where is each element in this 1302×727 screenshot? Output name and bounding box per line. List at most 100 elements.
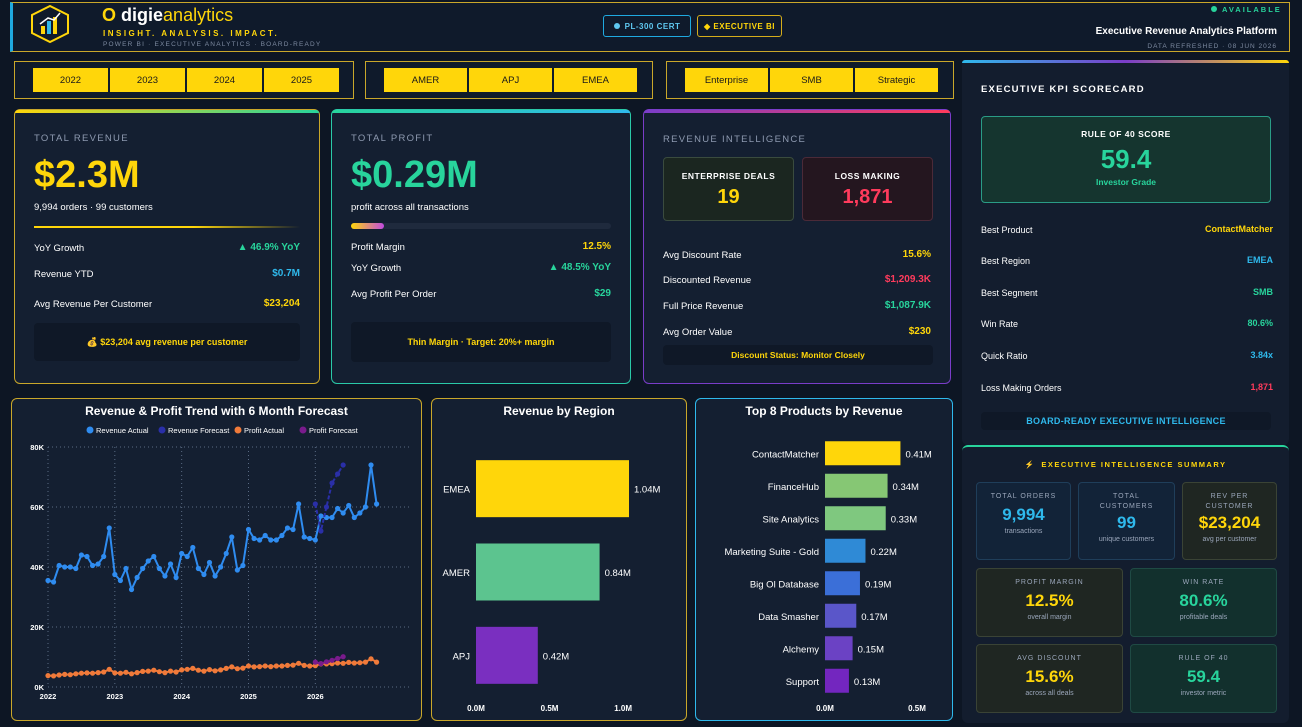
status-badge: AVAILABLE	[1222, 5, 1282, 14]
profit-actual-point	[134, 670, 140, 676]
data-refreshed: DATA REFRESHED · 08 JUN 2026	[1147, 43, 1277, 50]
profit-actual-point	[190, 665, 196, 671]
legend-label: Revenue Forecast	[168, 426, 230, 435]
year-button[interactable]: 2025	[263, 67, 340, 93]
year-button[interactable]: 2022	[32, 67, 109, 93]
x-tick-label: 0.0M	[816, 704, 834, 713]
data-label: 0.17M	[861, 612, 887, 623]
bar	[825, 473, 888, 498]
data-label: 0.13M	[854, 677, 880, 688]
bar	[825, 538, 866, 563]
trend-chart[interactable]: Revenue Actual Revenue Forecast Profit Act…	[12, 419, 421, 720]
tile-label: REV PER CUSTOMER	[1205, 493, 1254, 510]
revenue-forecast-point	[323, 504, 330, 510]
region-chart[interactable]: EMEA 1.04M AMER 0.84M APJ 0.42M 0.0M 0.5M 1.0M	[432, 399, 686, 720]
loss-making-value: 1,871	[842, 186, 893, 208]
profit-actual-point	[245, 663, 252, 669]
row-label: Best Region	[981, 256, 1031, 266]
cert-badge[interactable]: PL-300 CERT	[603, 15, 691, 37]
revenue-actual-point	[373, 501, 380, 507]
avg-rev-customer-value: $23,204	[263, 298, 300, 309]
segment-button[interactable]: Enterprise	[684, 67, 769, 93]
brand-name: O digieanalytics	[102, 5, 233, 26]
segment-button[interactable]: SMB	[769, 67, 854, 93]
summary-title-row: ⚡ EXECUTIVE INTELLIGENCE SUMMARY	[962, 460, 1289, 469]
discount-status: Discount Status: Monitor Closely	[663, 345, 933, 365]
revenue-actual-point	[128, 586, 135, 593]
header-bar	[10, 2, 1290, 52]
profit-actual-point	[335, 660, 341, 666]
enterprise-deals-value: 19	[717, 186, 740, 208]
legend-marker	[234, 426, 242, 434]
bar	[825, 603, 857, 628]
products-chart[interactable]: ContactMatcher 0.41M FinanceHub 0.34M Site A…	[696, 399, 952, 720]
year-button[interactable]: 2024	[186, 67, 263, 93]
revenue-actual-point	[240, 562, 246, 569]
revenue-actual-point	[357, 510, 363, 516]
tile-sub: profitable deals	[1179, 614, 1228, 621]
revenue-actual-point	[117, 577, 123, 584]
lightning-icon: ⚡	[1024, 460, 1036, 469]
revenue-actual-point	[245, 526, 252, 533]
region-button[interactable]: AMER	[383, 67, 468, 93]
segment-button[interactable]: Strategic	[854, 67, 939, 93]
region-button[interactable]: APJ	[468, 67, 553, 93]
yoy-growth-value: ▲ 46.9% YoY	[237, 242, 300, 253]
tile-label: ENTERPRISE DEALS	[681, 171, 776, 181]
rev-per-customer-tile: REV PER CUSTOMER $23,204 avg per custome…	[1182, 482, 1277, 560]
profit-value: $0.29M	[351, 154, 478, 196]
revenue-actual-point	[56, 562, 62, 569]
category-label: AMER	[443, 568, 471, 579]
revenue-actual-point	[190, 544, 196, 551]
bar	[825, 636, 853, 661]
data-label: 1.04M	[634, 485, 660, 496]
chart-title: Revenue & Profit Trend with 6 Month Fore…	[85, 404, 348, 418]
rule-of-40-tile: RULE OF 40 SCORE 59.4 Investor Grade	[981, 116, 1271, 203]
revenue-value: $2.3M	[34, 154, 140, 196]
rule-of-40-value: 59.4	[1100, 144, 1152, 174]
region-button[interactable]: EMEA	[553, 67, 638, 93]
profit-actual-point	[312, 663, 318, 669]
profit-actual-point	[273, 663, 279, 669]
year-button[interactable]: 2023	[109, 67, 186, 93]
revenue-actual-point	[140, 565, 146, 572]
tile-sub: transactions	[1004, 528, 1043, 535]
category-label: EMEA	[443, 485, 471, 496]
avg-discount-tile: AVG DISCOUNT 15.6% across all deals	[976, 644, 1123, 713]
category-label: ContactMatcher	[752, 449, 819, 460]
revenue-ytd-value: $0.7M	[272, 268, 300, 279]
row-label: Discounted Revenue	[663, 275, 752, 286]
revenue-actual-point	[106, 525, 112, 531]
revenue-actual-point	[307, 535, 313, 542]
profit-actual-point	[84, 670, 90, 676]
revenue-actual-point	[123, 565, 129, 572]
bar	[825, 441, 901, 466]
trend-chart-panel: Revenue & Profit Trend with 6 Month Fore…	[11, 398, 422, 721]
data-label: 0.41M	[905, 449, 931, 460]
brand-name-primary: digie	[121, 5, 164, 25]
profit-margin-tile-value: 12.5%	[1025, 591, 1074, 610]
profit-actual-point	[101, 669, 107, 675]
year-slicer: 2022 2023 2024 2025	[14, 61, 354, 99]
profit-actual-point	[296, 660, 302, 666]
brand-name-secondary: analytics	[163, 5, 234, 25]
total-profit-card: TOTAL PROFIT $0.29M profit across all tr…	[331, 109, 631, 384]
category-label: Site Analytics	[763, 514, 820, 525]
profit-actual-point	[307, 663, 313, 669]
profit-forecast-point	[323, 659, 330, 665]
tile-sub: investor metric	[1180, 690, 1227, 697]
revenue-actual-point	[346, 502, 352, 509]
rule-of-40-label: RULE OF 40 SCORE	[1081, 129, 1171, 139]
revenue-actual-point	[340, 510, 346, 516]
revenue-forecast-point	[312, 501, 318, 507]
revenue-actual-point	[84, 553, 90, 560]
status-dot-icon	[1211, 6, 1217, 12]
avg-discount-tile-value: 15.6%	[1025, 667, 1074, 686]
revenue-actual-point	[290, 526, 296, 533]
category-label: APJ	[453, 651, 471, 662]
tile-label: TOTAL ORDERS	[990, 493, 1057, 500]
win-rate-value: 80.6%	[1247, 318, 1273, 328]
bar	[825, 571, 860, 596]
profit-actual-point	[257, 664, 263, 670]
exec-badge[interactable]: ◆ EXECUTIVE BI	[697, 15, 782, 37]
